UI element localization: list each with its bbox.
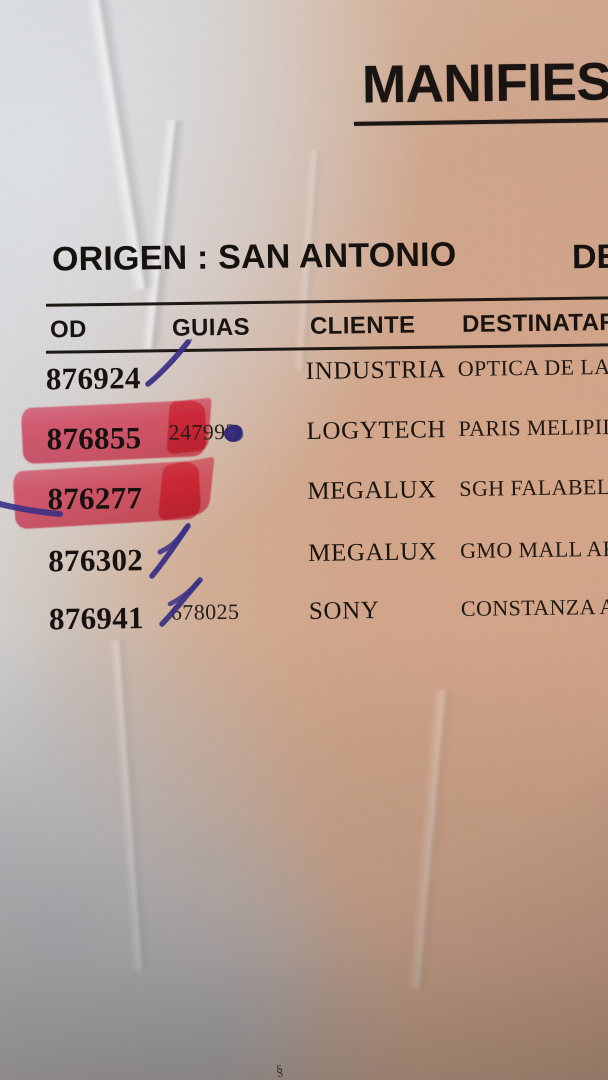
cell-cod: 876277 xyxy=(47,480,143,517)
cell-destinatario: OPTICA DE LA T xyxy=(457,353,608,381)
cell-cod: 876302 xyxy=(48,542,144,579)
cell-cliente: LOGYTECH xyxy=(306,416,447,445)
cell-cod: 876855 xyxy=(46,420,142,457)
cell-destinatario: GMO MALL AR xyxy=(459,535,608,563)
cell-cliente: SONY xyxy=(308,597,380,625)
cell-cliente: MEGALUX xyxy=(307,538,438,567)
table-row: 876302 MEGALUX GMO MALL AR xyxy=(0,536,608,584)
cell-destinatario: CONSTANZA AS xyxy=(460,593,608,621)
cell-destinatario: PARIS MELIPILL xyxy=(458,413,608,441)
cell-cod: 876924 xyxy=(45,360,141,397)
cell-cod: 876941 xyxy=(48,600,145,637)
cell-cliente: MEGALUX xyxy=(307,476,437,505)
table-row: 876924 INDUSTRIA OPTICA DE LA T xyxy=(0,353,608,402)
table-row: 876277 MEGALUX SGH FALABELL xyxy=(0,474,608,522)
cell-cliente: INDUSTRIA xyxy=(305,356,447,385)
table-row: 876855 247992 LOGYTECH PARIS MELIPILL xyxy=(0,413,608,462)
cell-guia: 678025 xyxy=(170,598,240,625)
table-row: 876941 678025 SONY CONSTANZA AS xyxy=(1,594,608,642)
cell-destinatario: SGH FALABELL xyxy=(459,473,608,501)
